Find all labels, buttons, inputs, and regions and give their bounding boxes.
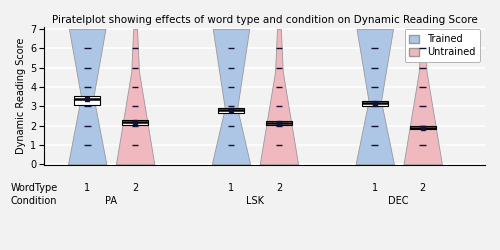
Bar [218, 108, 244, 113]
Text: 2: 2 [276, 183, 282, 193]
Bar [266, 121, 292, 125]
Bar [362, 100, 388, 105]
Text: 1: 1 [372, 183, 378, 193]
Y-axis label: Dynamic Reading Score: Dynamic Reading Score [16, 38, 26, 154]
Text: PA: PA [105, 196, 117, 205]
Bar [74, 96, 101, 105]
Bar [122, 120, 148, 124]
Bar [410, 126, 436, 129]
Text: LSK: LSK [246, 196, 264, 205]
Text: WordType: WordType [11, 183, 58, 193]
Text: 1: 1 [228, 183, 234, 193]
Legend: Trained, Untrained: Trained, Untrained [404, 29, 480, 62]
Text: Condition: Condition [11, 196, 58, 205]
Text: 2: 2 [420, 183, 426, 193]
Text: DEC: DEC [388, 196, 409, 205]
Text: 1: 1 [84, 183, 90, 193]
Title: Piratelplot showing effects of word type and condition on Dynamic Reading Score: Piratelplot showing effects of word type… [52, 15, 478, 25]
Text: 2: 2 [132, 183, 138, 193]
